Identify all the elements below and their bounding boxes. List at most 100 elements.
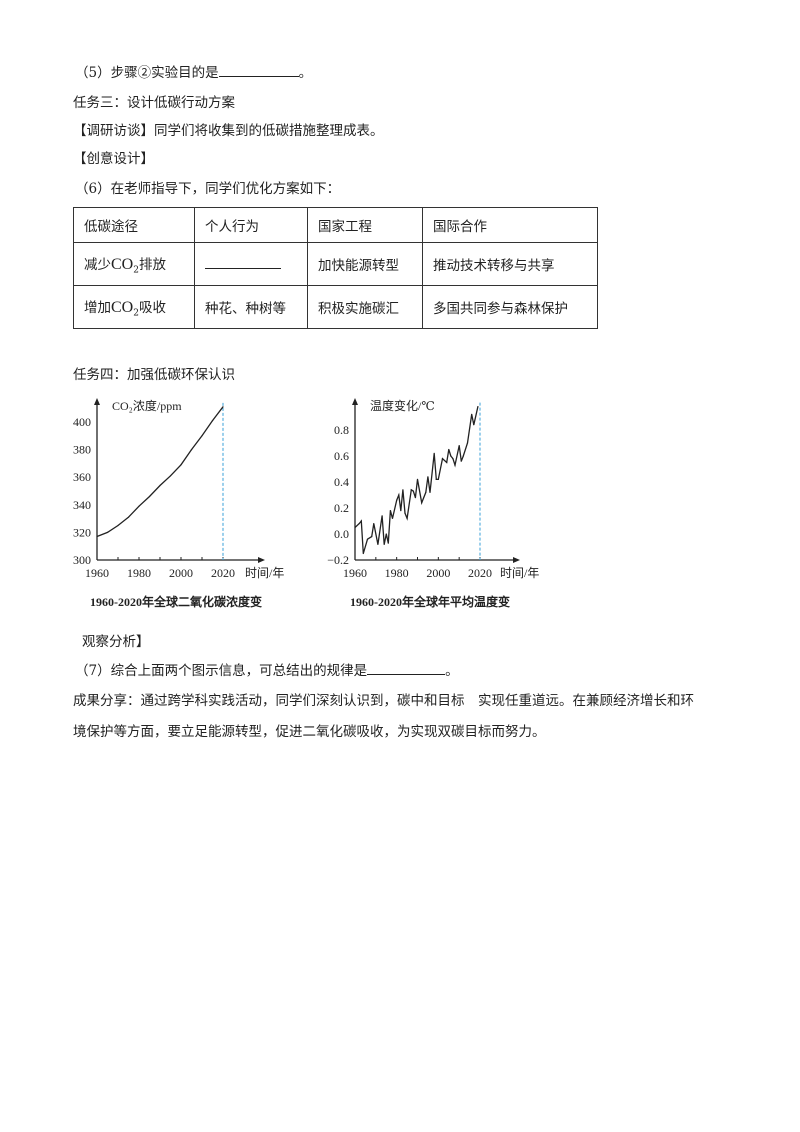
question-5-text: （5）步骤②实验目的是 (75, 65, 219, 81)
temp-data-point (421, 502, 423, 504)
temp-x-tick-label: 1980 (385, 566, 409, 580)
path-cell: 增加CO2吸收 (73, 285, 195, 329)
question-7: （7）综合上面两个图示信息，可总结出的规律是 。 (75, 661, 459, 680)
temp-series-line (354, 406, 479, 554)
temp-data-point (385, 533, 387, 535)
co2-x-tick-label: 1980 (127, 566, 151, 580)
path-cell: 减少CO2排放 (73, 242, 195, 286)
low-carbon-table: 低碳途径 个人行为 国家工程 国际合作 减少CO2排放 加快能源转型 推动技术转… (73, 207, 598, 329)
result-text-1: 成果分享：通过跨学科实践活动，同学们深刻认识到，碳中和目标 实现任重道远。在兼顾… (73, 693, 694, 709)
national-cell: 积极实施碳汇 (307, 285, 423, 329)
co2-x-tick-label: 2000 (169, 566, 193, 580)
question-5-end: 。 (298, 65, 313, 81)
temp-x-axis-label: 时间/年 (500, 566, 539, 580)
temp-data-point (425, 491, 427, 493)
co2-data-point (127, 516, 130, 518)
co2-y-tick-label: 300 (73, 553, 91, 567)
temp-data-point (400, 510, 402, 512)
temp-data-point (466, 442, 469, 444)
temp-y-tick-label: 0.2 (334, 501, 349, 515)
temp-data-point (360, 520, 362, 522)
temp-data-point (354, 526, 356, 529)
temp-y-tick-label: 0.8 (334, 423, 349, 437)
temp-data-point (427, 476, 429, 478)
co2-series-line (96, 406, 224, 538)
temp-data-point (473, 424, 475, 426)
co2-y-arrow (94, 398, 100, 405)
temp-y-tick-label: 0.4 (334, 475, 349, 489)
header-cell: 个人行为 (194, 207, 308, 243)
temp-data-point (462, 455, 464, 457)
temp-data-point (371, 536, 373, 538)
temp-data-point (452, 458, 454, 460)
co2-data-point (211, 420, 214, 422)
co2-y-tick-label: 400 (73, 415, 91, 429)
charts-area: 1960 1980 2000 2020 300 320 340 360 380 400 时间/年 CO… (73, 398, 539, 580)
co2-y-tick-label: 340 (73, 498, 91, 512)
question-5: （5）步骤②实验目的是 。 (75, 63, 312, 82)
header-cell: 国际合作 (422, 207, 598, 243)
co2-data-point (117, 524, 119, 527)
co2-data-point (138, 505, 140, 507)
temp-data-point (450, 455, 452, 457)
temp-data-point (460, 460, 462, 462)
temp-data-point (396, 499, 398, 501)
co2-data-point (222, 406, 224, 408)
temp-data-point (404, 512, 406, 514)
temp-data-point (458, 445, 460, 447)
temp-data-point (389, 510, 392, 512)
temp-x-tick-label: 2020 (468, 566, 492, 580)
co2-x-tick-label: 2020 (211, 566, 235, 580)
temp-y-tick-label: −0.2 (327, 553, 349, 567)
co2-y-axis-label: CO₂浓度/ppm (112, 398, 182, 413)
temp-data-point (373, 523, 375, 525)
temp-data-point (429, 491, 431, 493)
answer-blank-5[interactable] (218, 63, 299, 77)
co2-chart-caption: 1960-2020年全球二氧化碳浓度变 (90, 595, 262, 609)
international-cell: 推动技术转移与共享 (422, 242, 598, 286)
temp-data-point (383, 543, 385, 546)
temp-x-tick-label: 1960 (343, 566, 367, 580)
temp-data-point (433, 452, 435, 454)
co2-x-tick-label: 1960 (85, 566, 109, 580)
temp-y-tick-label: 0.6 (334, 449, 349, 463)
temp-data-point (387, 542, 389, 544)
research-text: 【调研访谈】同学们将收集到的低碳措施整理成表。 (73, 123, 384, 139)
international-cell: 多国共同参与森林保护 (422, 285, 598, 329)
temp-data-point (366, 538, 369, 540)
table-row: 增加CO2吸收 种花、种树等 积极实施碳汇 多国共同参与森林保护 (73, 285, 598, 329)
co2-y-tick-label: 320 (73, 525, 91, 539)
task4-heading: 任务四：加强低碳环保认识 (73, 367, 235, 383)
temp-data-point (448, 448, 450, 451)
question-6: （6）在老师指导下，同学们优化方案如下： (75, 181, 341, 197)
temp-y-axis-label: 温度变化/℃ (370, 398, 435, 413)
co2-data-point (190, 449, 193, 451)
temp-data-point (377, 543, 379, 546)
temp-data-point (414, 497, 417, 499)
creative-heading: 【创意设计】 (73, 151, 154, 167)
temp-y-arrow (352, 398, 358, 405)
temp-data-point (416, 478, 419, 480)
temp-data-point (471, 413, 473, 415)
co2-data-point (169, 475, 172, 477)
answer-blank-7[interactable] (367, 661, 446, 675)
temp-data-point (454, 464, 456, 466)
question-7-end: 。 (445, 663, 459, 679)
co2-data-point (96, 535, 98, 538)
co2-y-tick-label: 380 (73, 443, 91, 457)
co2-data-point (180, 464, 182, 466)
temp-x-tick-label: 2000 (426, 566, 450, 580)
co2-x-axis-label: 时间/年 (245, 566, 284, 580)
temp-data-point (441, 458, 444, 460)
temp-data-point (410, 489, 412, 491)
temp-data-point (362, 552, 364, 555)
temp-data-point (381, 515, 383, 517)
co2-x-arrow (258, 557, 265, 563)
temp-data-point (412, 490, 414, 492)
co2-data-point (148, 495, 151, 498)
temp-data-point (391, 517, 394, 520)
temp-x-arrow (513, 557, 520, 563)
answer-blank-6[interactable] (205, 255, 281, 269)
temp-data-point (477, 406, 479, 408)
temp-data-point (398, 494, 400, 496)
